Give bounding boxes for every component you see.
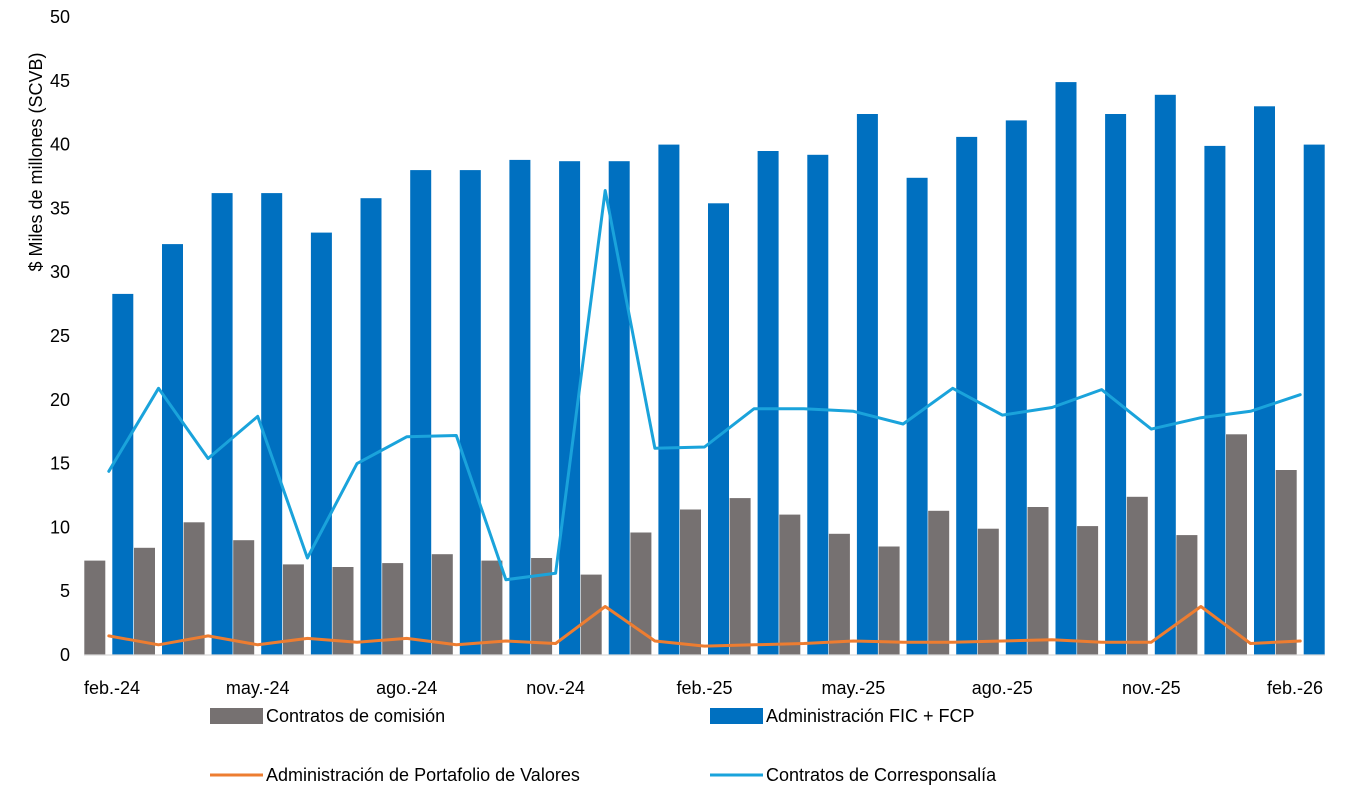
legend-label: Contratos de Corresponsalía: [766, 765, 997, 785]
y-tick-label: 35: [50, 198, 70, 218]
bar-fic-fcp-4: [310, 232, 332, 655]
y-tick-label: 45: [50, 71, 70, 91]
x-tick-label: may.-24: [226, 678, 290, 698]
bar-fic-fcp-8: [509, 159, 531, 655]
bar-fic-fcp-2: [211, 193, 233, 655]
bar-comision-11: [630, 532, 652, 655]
y-tick-label: 5: [60, 581, 70, 601]
y-tick-label: 15: [50, 454, 70, 474]
bar-fic-fcp-5: [360, 198, 382, 655]
bar-comision-24: [1275, 470, 1297, 655]
y-tick-label: 30: [50, 262, 70, 282]
x-tick-label: nov.-25: [1122, 678, 1181, 698]
bar-comision-15: [828, 533, 850, 655]
bar-fic-fcp-9: [559, 161, 581, 655]
bar-comision-4: [282, 564, 304, 655]
y-tick-label: 50: [50, 7, 70, 27]
x-tick-label: nov.-24: [526, 678, 585, 698]
bar-fic-fcp-19: [1055, 82, 1077, 656]
bar-fic-fcp-16: [906, 177, 928, 656]
legend-label: Contratos de comisión: [266, 706, 445, 726]
bar-comision-13: [729, 498, 751, 655]
bar-fic-fcp-12: [708, 203, 729, 656]
bar-comision-0: [84, 560, 106, 655]
bar-comision-1: [134, 547, 155, 655]
bar-fic-fcp-22: [1204, 145, 1226, 655]
x-tick-label: may.-25: [822, 678, 886, 698]
bars-layer: [84, 82, 1325, 656]
bar-comision-19: [1027, 507, 1049, 655]
bar-fic-fcp-13: [757, 151, 779, 655]
bar-comision-21: [1126, 496, 1148, 655]
line-portafolio: [107, 605, 1302, 648]
x-tick-label: feb.-26: [1267, 678, 1323, 698]
y-tick-label: 10: [50, 517, 70, 537]
bar-fic-fcp-21: [1154, 94, 1176, 656]
bar-fic-fcp-18: [1005, 120, 1027, 655]
bar-fic-fcp-20: [1105, 114, 1127, 655]
bar-fic-fcp-14: [807, 154, 829, 656]
bar-comision-5: [332, 567, 354, 655]
y-axis-title: $ Miles de millones (SCVB): [26, 52, 46, 271]
x-tick-label: feb.-24: [84, 678, 140, 698]
bar-comision-17: [928, 510, 950, 655]
legend-swatch: [210, 708, 263, 724]
y-tick-label: 20: [50, 390, 70, 410]
legend: Contratos de comisión Administración FIC …: [210, 706, 997, 785]
y-tick-label: 0: [60, 645, 70, 665]
line-corresponsalia: [107, 189, 1302, 582]
bar-comision-23: [1226, 434, 1247, 655]
x-tick-labels: feb.-24 may.-24 ago.-24 nov.-24 feb.-25 may.-…: [84, 678, 1323, 698]
bar-fic-fcp-10: [608, 161, 630, 655]
bar-comision-18: [977, 528, 999, 655]
bar-comision-7: [431, 554, 453, 655]
y-tick-labels: 0 5 10 15 20 25 30 35 40 45 50: [50, 7, 70, 665]
bar-comision-10: [580, 574, 602, 655]
x-tick-label: ago.-24: [376, 678, 437, 698]
legend-label: Administración de Portafolio de Valores: [266, 765, 580, 785]
y-tick-label: 40: [50, 135, 70, 155]
bar-comision-12: [680, 509, 701, 655]
legend-label: Administración FIC + FCP: [766, 706, 975, 726]
bar-fic-fcp-11: [658, 144, 680, 655]
x-tick-label: ago.-25: [972, 678, 1033, 698]
bar-comision-6: [382, 563, 404, 655]
y-tick-label: 25: [50, 326, 70, 346]
bar-comision-20: [1077, 526, 1099, 655]
legend-swatch: [710, 708, 763, 724]
bar-fic-fcp-3: [261, 193, 283, 655]
bar-comision-9: [531, 558, 553, 655]
bar-fic-fcp-6: [410, 170, 432, 655]
bar-comision-14: [779, 514, 801, 655]
bar-fic-fcp-0: [112, 293, 134, 655]
bar-fic-fcp-1: [162, 244, 183, 655]
bar-fic-fcp-24: [1303, 144, 1325, 655]
bar-comision-8: [481, 560, 503, 655]
bar-fic-fcp-23: [1254, 106, 1275, 656]
bar-comision-16: [878, 546, 900, 655]
bar-comision-3: [233, 540, 255, 655]
bar-fic-fcp-15: [856, 114, 878, 655]
bar-comision-22: [1176, 535, 1198, 655]
x-tick-label: feb.-25: [676, 678, 732, 698]
bar-comision-2: [183, 522, 205, 655]
lines-layer: [107, 189, 1302, 648]
bar-fic-fcp-7: [459, 170, 481, 655]
